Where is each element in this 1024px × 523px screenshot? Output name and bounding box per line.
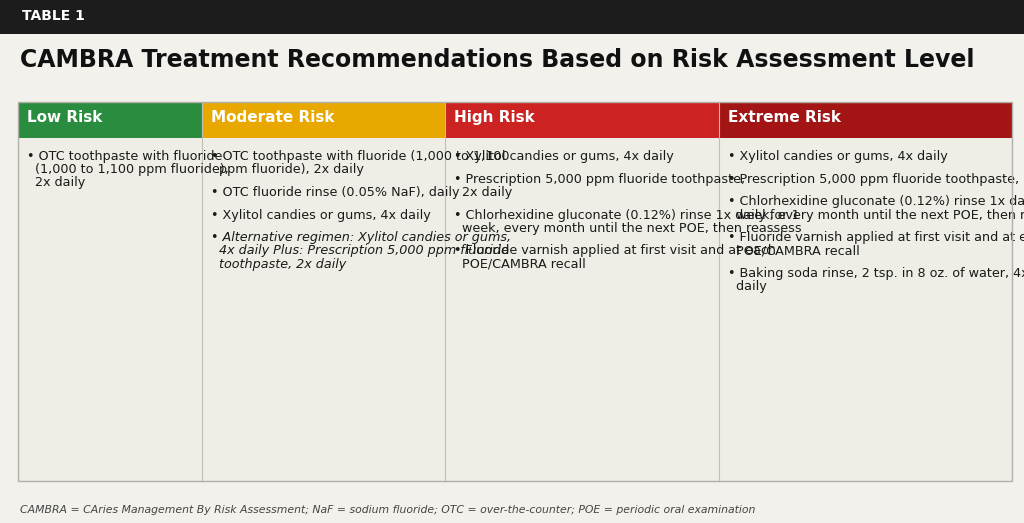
Text: week, every month until the next POE, then reassess: week, every month until the next POE, th… — [728, 209, 1024, 222]
Text: • Chlorhexidine gluconate (0.12%) rinse 1x daily for 1: • Chlorhexidine gluconate (0.12%) rinse … — [455, 209, 800, 222]
Bar — [0, 0, 1024, 34]
Text: Moderate Risk: Moderate Risk — [211, 110, 335, 125]
Bar — [18, 138, 1012, 481]
Text: • Xylitol candies or gums, 4x daily: • Xylitol candies or gums, 4x daily — [455, 150, 674, 163]
Bar — [18, 102, 1012, 481]
Text: CAMBRA Treatment Recommendations Based on Risk Assessment Level: CAMBRA Treatment Recommendations Based o… — [20, 48, 975, 72]
Bar — [202, 102, 445, 138]
Text: (1,000 to 1,100 ppm fluoride),: (1,000 to 1,100 ppm fluoride), — [27, 163, 228, 176]
Text: • Prescription 5,000 ppm fluoride toothpaste,: • Prescription 5,000 ppm fluoride toothp… — [455, 173, 745, 186]
Bar — [445, 102, 719, 138]
Text: • Fluoride varnish applied at first visit and at each: • Fluoride varnish applied at first visi… — [728, 231, 1024, 244]
Text: ppm fluoride), 2x daily: ppm fluoride), 2x daily — [211, 163, 364, 176]
Text: 4x daily Plus: Prescription 5,000 ppm fluoride: 4x daily Plus: Prescription 5,000 ppm fl… — [211, 244, 509, 257]
Text: • Baking soda rinse, 2 tsp. in 8 oz. of water, 4x to 6x: • Baking soda rinse, 2 tsp. in 8 oz. of … — [728, 267, 1024, 280]
Text: • OTC fluoride rinse (0.05% NaF), daily: • OTC fluoride rinse (0.05% NaF), daily — [211, 186, 460, 199]
Text: • Xylitol candies or gums, 4x daily: • Xylitol candies or gums, 4x daily — [211, 209, 431, 222]
Text: • Xylitol candies or gums, 4x daily: • Xylitol candies or gums, 4x daily — [728, 150, 947, 163]
Text: • Prescription 5,000 ppm fluoride toothpaste, 2x daily: • Prescription 5,000 ppm fluoride toothp… — [728, 173, 1024, 186]
Text: week, every month until the next POE, then reassess: week, every month until the next POE, th… — [455, 222, 802, 235]
Text: • OTC toothpaste with fluoride (1,000 to 1,100: • OTC toothpaste with fluoride (1,000 to… — [211, 150, 509, 163]
Text: toothpaste, 2x daily: toothpaste, 2x daily — [211, 258, 346, 271]
Text: High Risk: High Risk — [455, 110, 536, 125]
Text: daily: daily — [728, 280, 767, 293]
Text: POE/CAMBRA recall: POE/CAMBRA recall — [728, 244, 859, 257]
Text: 2x daily: 2x daily — [455, 186, 513, 199]
Bar — [719, 102, 1012, 138]
Text: • Alternative regimen: Xylitol candies or gums,: • Alternative regimen: Xylitol candies o… — [211, 231, 511, 244]
Text: Low Risk: Low Risk — [27, 110, 102, 125]
Text: • OTC toothpaste with fluoride: • OTC toothpaste with fluoride — [27, 150, 222, 163]
Text: • Chlorhexidine gluconate (0.12%) rinse 1x daily for 1: • Chlorhexidine gluconate (0.12%) rinse … — [728, 196, 1024, 208]
Text: Extreme Risk: Extreme Risk — [728, 110, 841, 125]
Text: TABLE 1: TABLE 1 — [22, 9, 85, 23]
Bar — [18, 102, 202, 138]
Text: POE/CAMBRA recall: POE/CAMBRA recall — [455, 258, 586, 271]
Text: 2x daily: 2x daily — [27, 176, 85, 189]
Text: • Fluoride varnish applied at first visit and at each: • Fluoride varnish applied at first visi… — [455, 244, 776, 257]
Text: CAMBRA = CAries Management By Risk Assessment; NaF = sodium fluoride; OTC = over: CAMBRA = CAries Management By Risk Asses… — [20, 505, 756, 515]
Bar — [18, 34, 1012, 102]
